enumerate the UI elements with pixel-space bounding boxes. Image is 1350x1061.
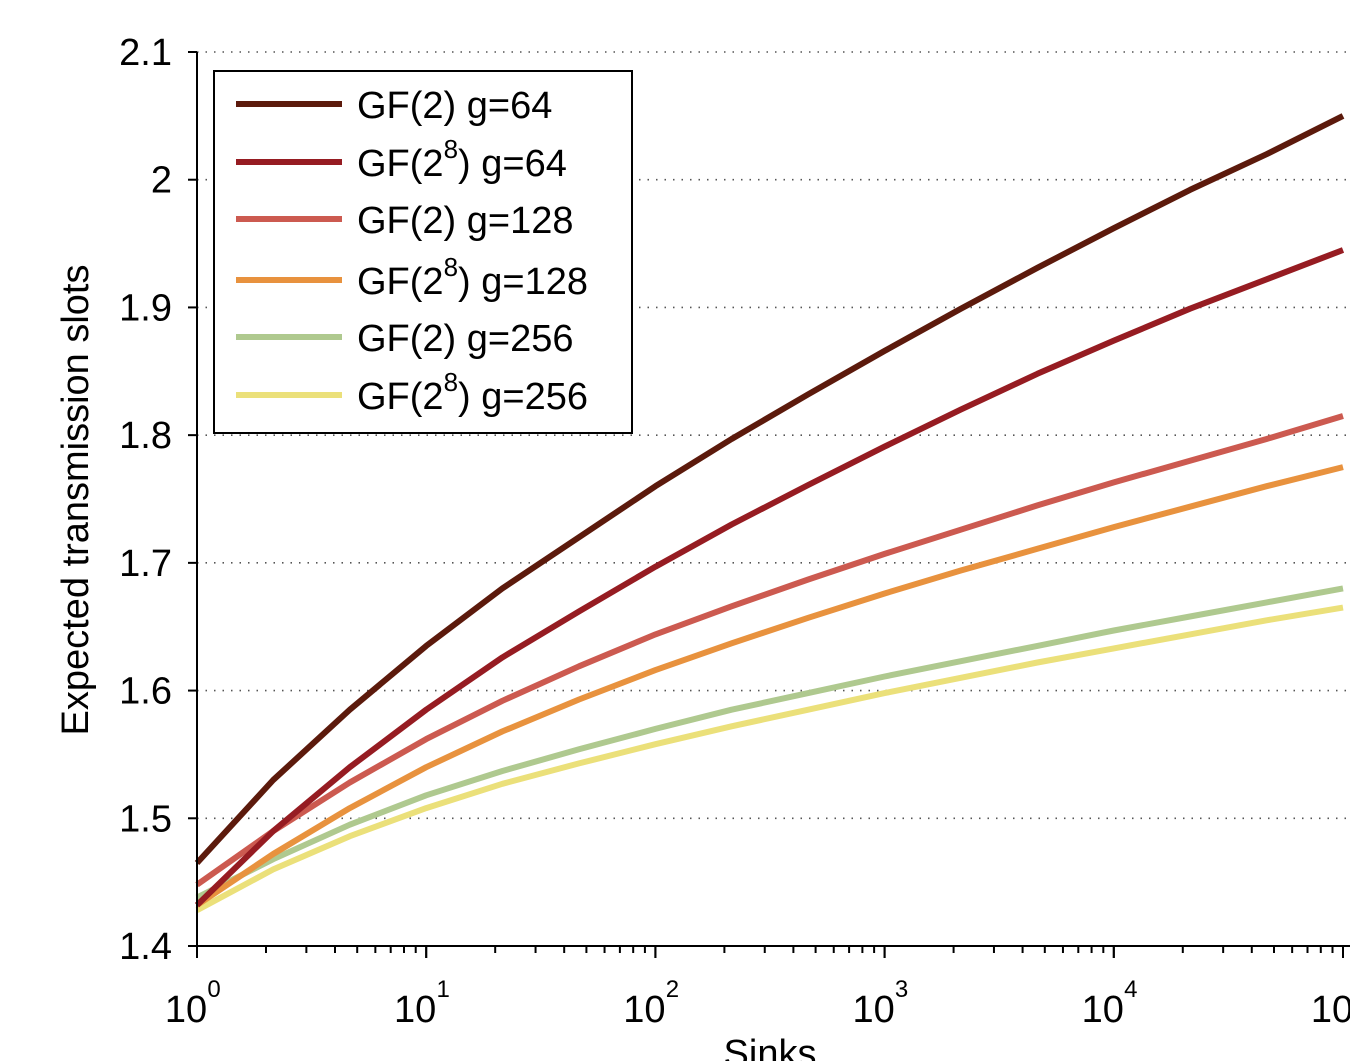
x-tick-label: 10 4 xyxy=(1082,976,1138,1031)
y-tick-labels: 1.4 1.5 1.6 1.7 1.8 1.9 2 2.1 xyxy=(119,32,172,968)
y-tick-label: 1.8 xyxy=(119,415,172,457)
plot-series xyxy=(194,113,1345,913)
legend-label: GF(28) g=256 xyxy=(357,367,588,418)
legend-label: GF(2) g=64 xyxy=(357,85,552,127)
legend-label: GF(2) g=128 xyxy=(357,200,574,242)
x-tick-exponent: 1 xyxy=(437,976,450,1003)
series-line xyxy=(195,585,1344,901)
y-axis-label: Expected transmission slots xyxy=(55,265,97,736)
x-tick-exponent: 4 xyxy=(1124,976,1137,1003)
series-line xyxy=(195,604,1344,913)
x-tick-base: 10 xyxy=(165,989,207,1031)
x-tick-exponent: 2 xyxy=(666,976,679,1003)
x-tick-base: 10 xyxy=(852,989,894,1031)
grid-lines xyxy=(197,51,1350,820)
x-tick-labels: 100101102103104105 xyxy=(165,976,1350,1031)
x-tick-exponent: 0 xyxy=(207,976,220,1003)
x-tick-label: 10 3 xyxy=(852,976,908,1031)
series-line xyxy=(194,247,1345,908)
legend-label: GF(2) g=256 xyxy=(357,318,574,360)
x-tick-label: 10 1 xyxy=(394,976,450,1031)
x-tick-label: 10 2 xyxy=(623,976,679,1031)
x-tick-base: 10 xyxy=(623,989,665,1031)
x-tick-exponent: 3 xyxy=(895,976,908,1003)
series-line xyxy=(195,413,1344,888)
x-axis-label: Sinks xyxy=(724,1033,817,1061)
axes xyxy=(188,51,1350,958)
series-line xyxy=(195,464,1344,908)
y-tick-label: 1.6 xyxy=(119,671,172,713)
y-tick-label: 1.5 xyxy=(119,798,172,840)
y-tick-label: 1.4 xyxy=(119,926,172,968)
legend-box xyxy=(213,70,633,434)
y-tick-label: 1.9 xyxy=(119,287,172,329)
y-tick-label: 2.1 xyxy=(119,32,172,74)
x-tick-label: 10 0 xyxy=(165,976,221,1031)
x-tick-base: 10 xyxy=(1082,989,1124,1031)
x-tick-label: 105 xyxy=(1311,989,1350,1031)
legend-label: GF(28) g=64 xyxy=(357,134,567,185)
y-tick-label: 2 xyxy=(151,160,172,202)
legend-label: GF(28) g=128 xyxy=(357,252,588,303)
x-tick-base: 10 xyxy=(394,989,436,1031)
series-line xyxy=(194,113,1345,866)
x-tick-base: 10 xyxy=(1311,989,1350,1031)
legend: GF(2) g=64 GF(28) g=64 GF(2) g=128 GF(28) g… xyxy=(213,70,633,434)
y-tick-label: 1.7 xyxy=(119,543,172,585)
